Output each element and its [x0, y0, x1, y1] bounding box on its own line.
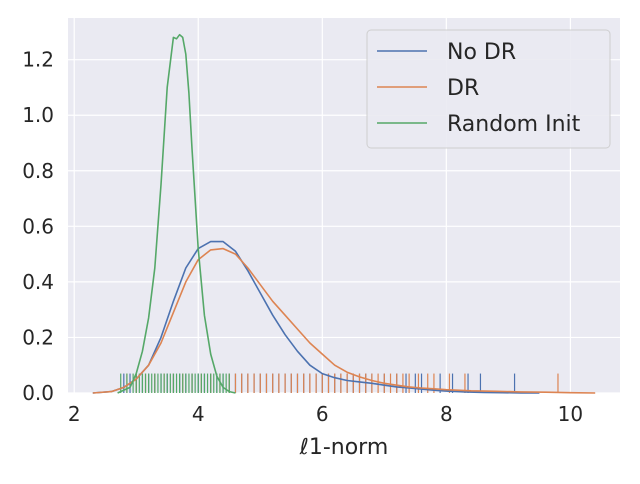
- y-tick-label: 0.2: [22, 325, 54, 349]
- y-tick-label: 0.6: [22, 214, 54, 238]
- y-tick-label: 1.0: [22, 103, 54, 127]
- legend-label: DR: [447, 76, 479, 101]
- legend-label: No DR: [447, 40, 516, 65]
- rug-layer: [120, 373, 559, 393]
- x-axis-label: ℓ1-norm: [299, 435, 389, 460]
- y-tick-label: 0.0: [22, 381, 54, 405]
- legend: No DR DR Random Init: [366, 29, 611, 149]
- tick-layer: 2 4 6 8 10 0.0 0.2 0.4 0.6 0.8 1.0 1.2: [22, 48, 583, 426]
- series-line: [117, 33, 236, 394]
- legend-box: [366, 29, 611, 149]
- x-tick-label: 2: [68, 402, 81, 426]
- y-tick-label: 1.2: [22, 48, 54, 72]
- y-tick-label: 0.4: [22, 270, 54, 294]
- x-tick-label: 10: [558, 402, 583, 426]
- line-layer: [92, 33, 596, 394]
- series-line: [92, 240, 540, 394]
- series-line: [92, 247, 596, 394]
- x-tick-label: 4: [192, 402, 205, 426]
- legend-label: Random Init: [447, 112, 581, 137]
- y-tick-label: 0.8: [22, 159, 54, 183]
- x-tick-label: 8: [440, 402, 453, 426]
- x-tick-label: 6: [316, 402, 329, 426]
